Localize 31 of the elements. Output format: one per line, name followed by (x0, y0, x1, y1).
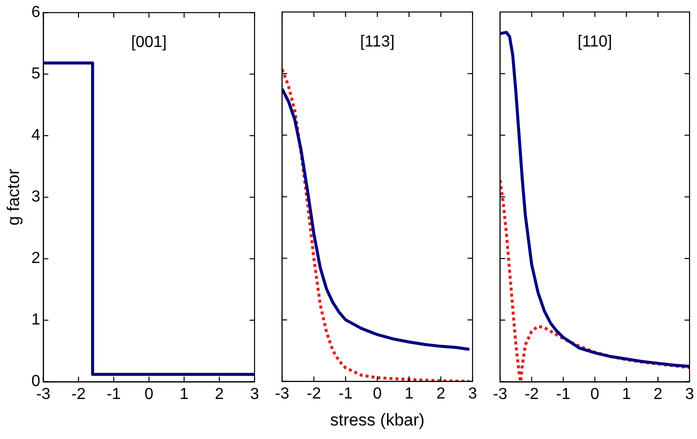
y-tick-label: 6 (31, 4, 40, 22)
x-tick-label: -3 (274, 385, 290, 402)
x-tick-label: 1 (622, 386, 631, 403)
x-tick-label: 1 (404, 385, 414, 402)
y-tick-label: 1 (31, 312, 40, 329)
x-tick-label: -3 (492, 386, 508, 403)
x-tick-label: 2 (654, 386, 663, 403)
annotation: [113] (360, 33, 395, 50)
x-tick-label: -2 (524, 386, 539, 403)
x-tick-label: -1 (106, 386, 121, 403)
x-tick-label: 1 (180, 386, 189, 403)
x-tick-label: 0 (372, 385, 382, 402)
x-tick-label: 2 (214, 386, 224, 403)
y-tick-label: 4 (31, 127, 40, 144)
y-tick-label: 2 (31, 250, 40, 268)
x-tick-label: -2 (306, 385, 322, 402)
x-tick-label: 2 (436, 385, 446, 402)
x-axis-title: stress (kbar) (330, 410, 425, 430)
x-tick-label: -1 (338, 385, 353, 402)
x-tick-label: 3 (250, 386, 260, 403)
x-tick-label: 3 (685, 386, 694, 403)
annotation: [001] (131, 34, 167, 52)
y-tick-label: 5 (31, 66, 40, 83)
x-tick-label: 0 (144, 386, 154, 403)
x-tick-label: 0 (590, 386, 600, 403)
annotation: [110] (578, 33, 612, 50)
x-tick-label: -1 (556, 386, 570, 403)
x-tick-label: 3 (468, 385, 478, 402)
y-tick-label: 3 (31, 188, 40, 206)
y-axis-title: g factor (4, 168, 23, 226)
x-tick-label: -2 (71, 386, 86, 403)
